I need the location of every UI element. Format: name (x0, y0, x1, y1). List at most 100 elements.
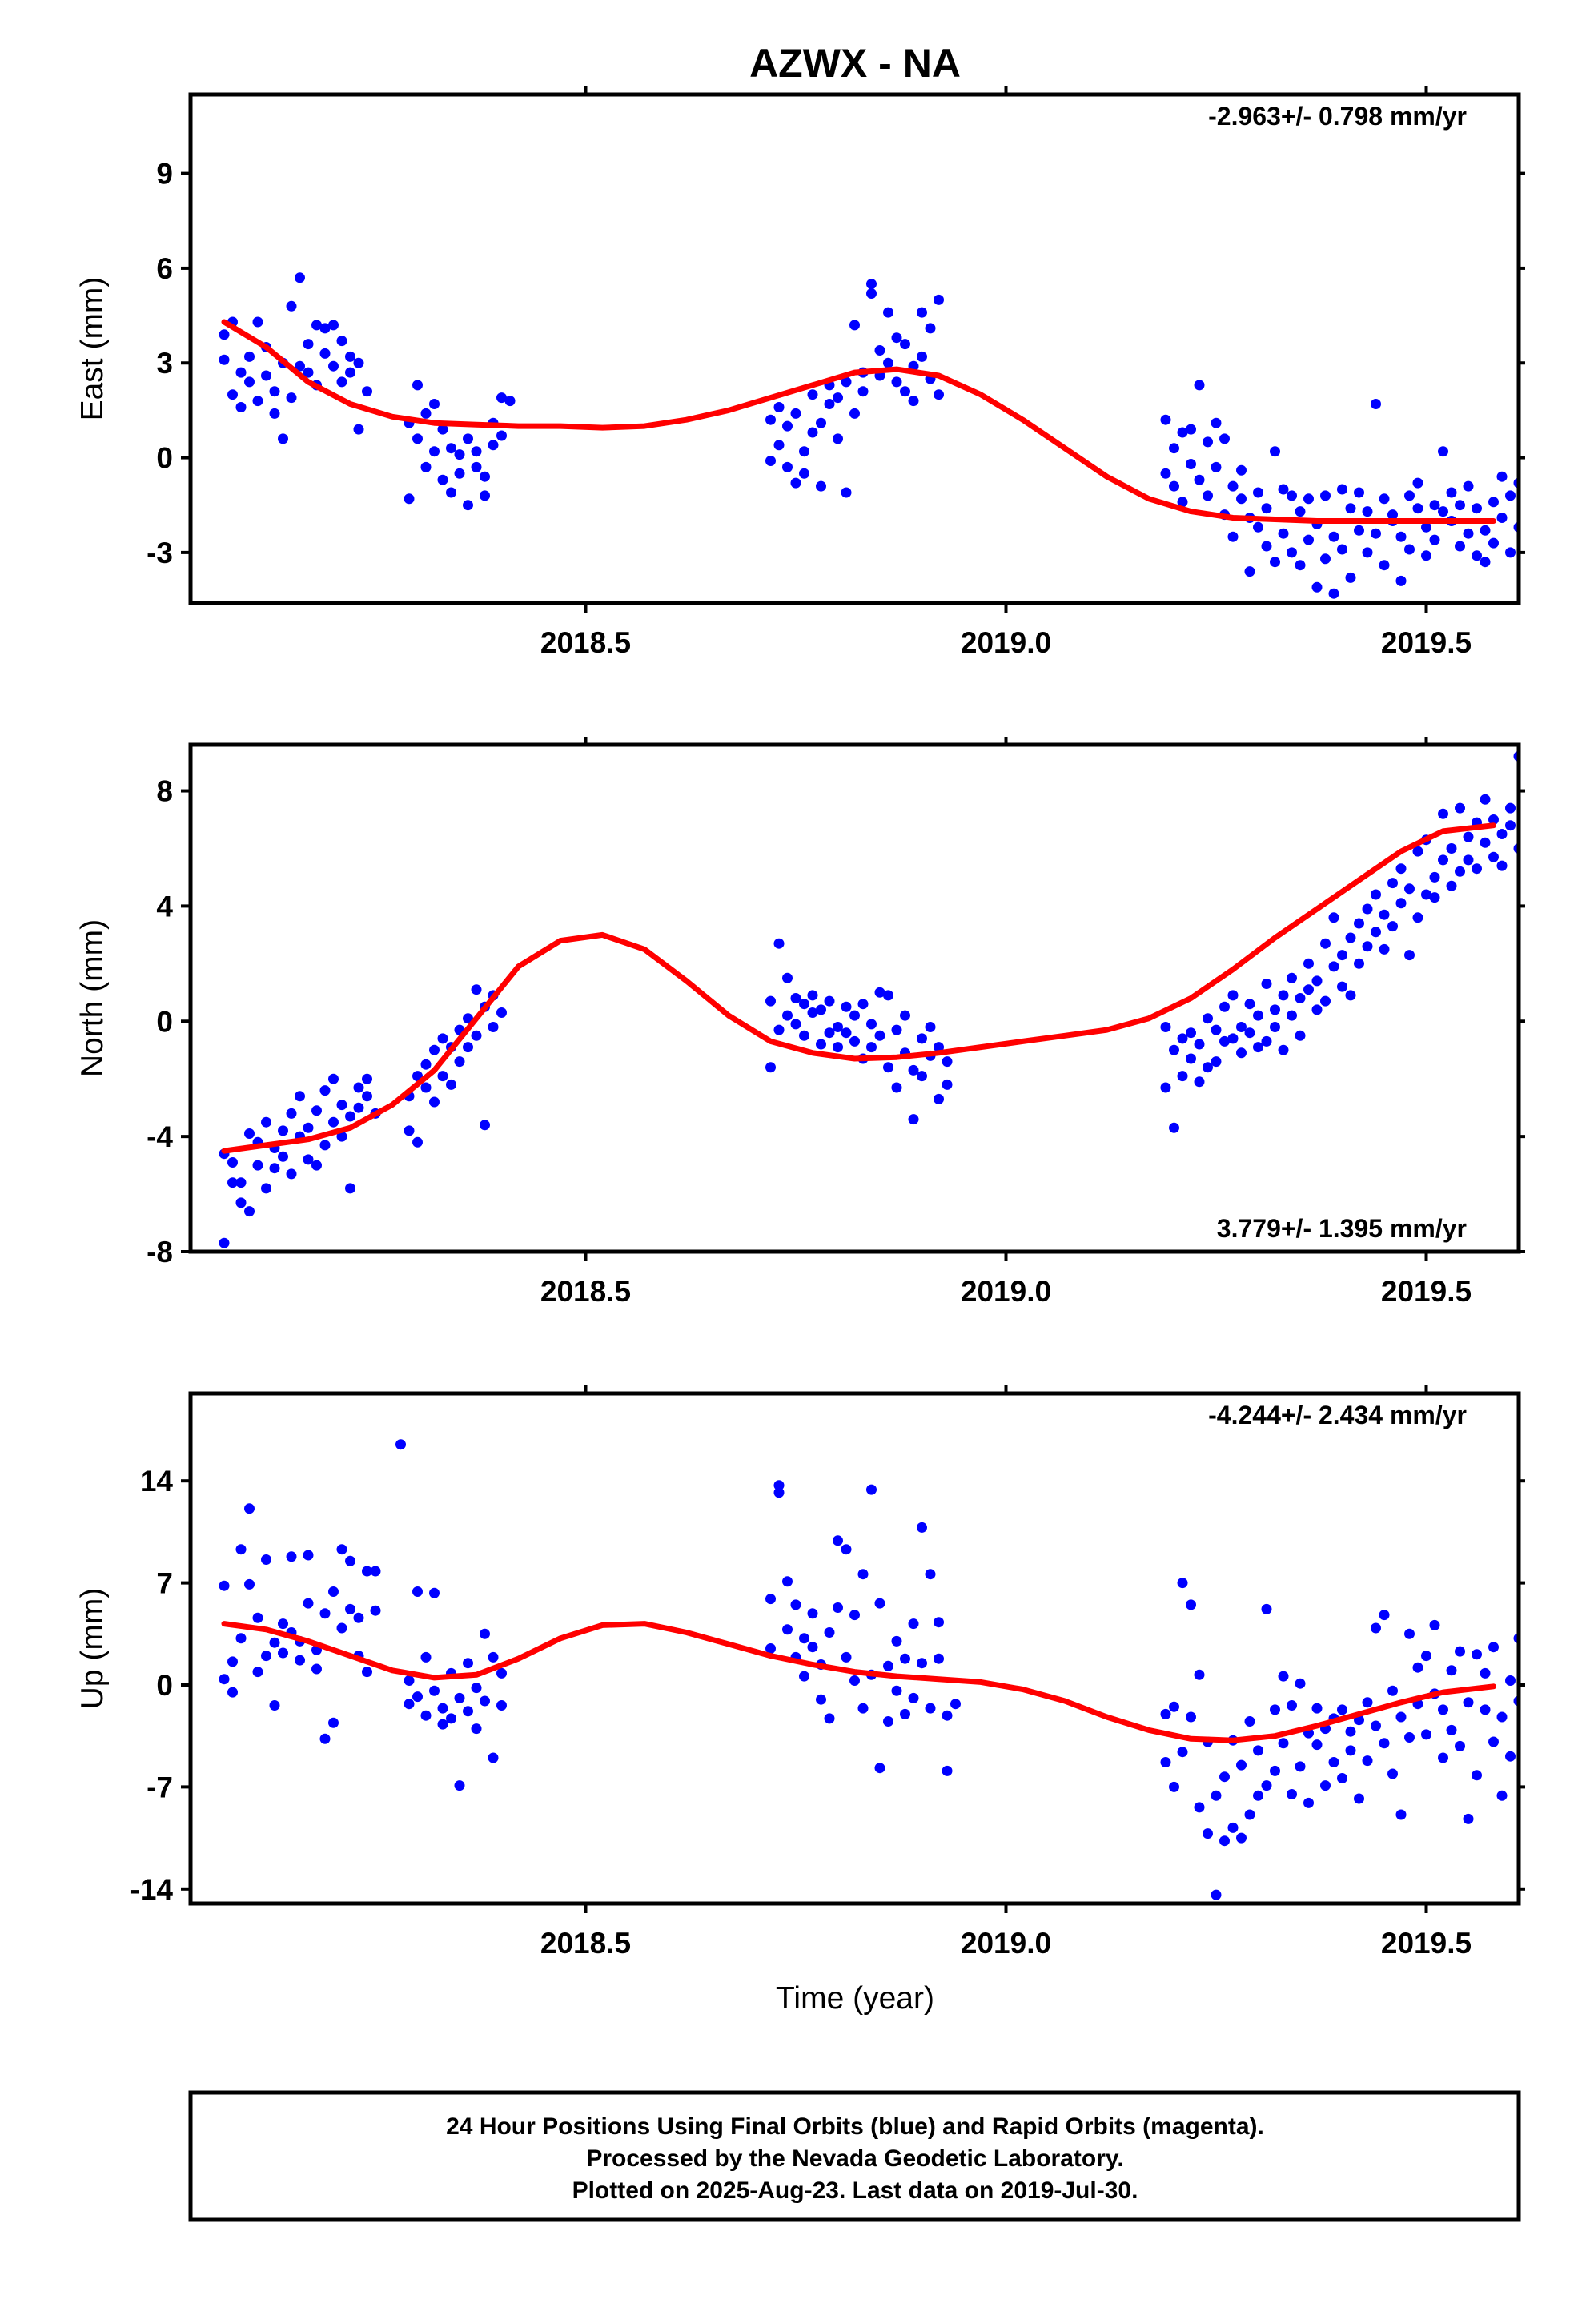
north-data-point (866, 1042, 877, 1053)
up-y-axis-label: Up (mm) (75, 1588, 110, 1710)
up-data-point (1311, 1739, 1323, 1751)
up-x-tick-label: 2019.5 (1381, 1927, 1472, 1960)
up-data-point (1244, 1809, 1255, 1820)
east-data-point (244, 351, 255, 362)
east-data-point (816, 417, 826, 428)
up-data-point (1311, 1703, 1323, 1714)
east-data-point (345, 367, 355, 378)
processing-note-box: 24 Hour Positions Using Final Orbits (bl… (188, 2090, 1521, 2222)
up-data-point (219, 1674, 230, 1685)
north-data-point (219, 1237, 230, 1248)
up-data-point (1169, 1701, 1179, 1712)
east-data-point (286, 392, 297, 404)
up-data-point (1421, 1729, 1431, 1740)
north-data-point (328, 1116, 339, 1128)
north-data-point (353, 1082, 364, 1093)
up-data-point (765, 1643, 776, 1654)
north-data-point (420, 1059, 432, 1070)
east-data-point (1480, 525, 1491, 536)
up-data-point (1362, 1697, 1373, 1708)
east-data-point (1328, 588, 1339, 599)
up-data-point (1278, 1738, 1289, 1749)
east-data-point (1287, 490, 1297, 501)
up-rate-annotation: -4.244+/- 2.434 mm/yr (1208, 1401, 1467, 1429)
up-data-point (841, 1544, 852, 1555)
up-data-point (1455, 1740, 1465, 1751)
north-data-point (1345, 932, 1356, 943)
east-data-point (1328, 531, 1339, 542)
up-data-point (942, 1710, 953, 1721)
up-data-point (1219, 1771, 1230, 1783)
up-data-point (1421, 1651, 1431, 1662)
north-data-point (1244, 999, 1255, 1010)
east-data-point (790, 477, 801, 489)
east-data-point (219, 354, 230, 365)
up-data-point (841, 1651, 852, 1663)
north-data-point (1505, 802, 1516, 814)
north-data-point (1505, 820, 1516, 831)
north-data-point (471, 984, 482, 995)
east-data-point (261, 370, 271, 381)
east-data-point (480, 490, 490, 501)
north-data-point (1412, 912, 1423, 923)
north-data-point (303, 1154, 314, 1165)
north-data-point (244, 1128, 255, 1139)
north-data-point (782, 1010, 793, 1021)
up-data-point (849, 1675, 860, 1686)
east-data-point (782, 461, 793, 472)
east-data-point (1203, 436, 1213, 448)
north-data-point (1496, 829, 1508, 839)
north-data-point (1253, 1010, 1263, 1021)
north-y-axis-label: North (mm) (75, 919, 110, 1077)
up-data-point (857, 1703, 869, 1714)
up-data-point (1169, 1781, 1179, 1792)
north-data-point (336, 1131, 347, 1142)
north-data-point (1371, 889, 1381, 900)
east-y-tick-label: 9 (156, 158, 173, 191)
east-data-point (1421, 550, 1431, 561)
up-data-point (235, 1544, 247, 1555)
north-data-point (790, 993, 801, 1003)
east-data-point (833, 433, 843, 444)
north-data-point (1488, 851, 1499, 862)
up-data-point (471, 1723, 482, 1735)
up-data-point (336, 1544, 347, 1555)
up-data-point (1354, 1793, 1364, 1804)
north-data-point (1371, 927, 1381, 938)
east-data-point (1320, 553, 1331, 565)
up-data-point (1429, 1619, 1440, 1630)
north-data-point (1160, 1082, 1171, 1093)
up-data-point (934, 1617, 944, 1628)
up-data-point (404, 1699, 415, 1710)
north-data-point (1169, 1122, 1179, 1133)
north-data-point (336, 1100, 347, 1111)
east-data-point (420, 461, 432, 472)
up-data-point (874, 1763, 885, 1774)
north-data-point (1480, 794, 1491, 805)
up-data-point (227, 1656, 238, 1667)
up-panel-frame (188, 1391, 1521, 1906)
east-data-point (1438, 446, 1448, 457)
up-data-point (1463, 1813, 1474, 1824)
north-data-point (244, 1206, 255, 1217)
east-data-point (866, 288, 877, 299)
up-data-point (833, 1535, 843, 1546)
east-data-point (1337, 544, 1347, 555)
up-data-point (429, 1587, 440, 1598)
east-data-point (420, 408, 432, 419)
up-data-point (874, 1598, 885, 1609)
north-data-point (883, 1062, 893, 1073)
up-data-point (1177, 1578, 1188, 1589)
north-data-point (1404, 950, 1415, 961)
up-data-point (799, 1671, 809, 1682)
up-data-point (1438, 1752, 1448, 1763)
east-data-point (235, 402, 247, 412)
up-data-point (252, 1667, 263, 1678)
north-x-tick-label: 2019.5 (1381, 1275, 1472, 1308)
north-data-point (1160, 1022, 1171, 1032)
north-data-point (1236, 1047, 1247, 1059)
north-y-tick-label: -8 (147, 1236, 173, 1269)
north-data-point (1186, 1053, 1196, 1064)
up-data-point (269, 1700, 280, 1711)
north-data-point (1270, 1022, 1280, 1032)
